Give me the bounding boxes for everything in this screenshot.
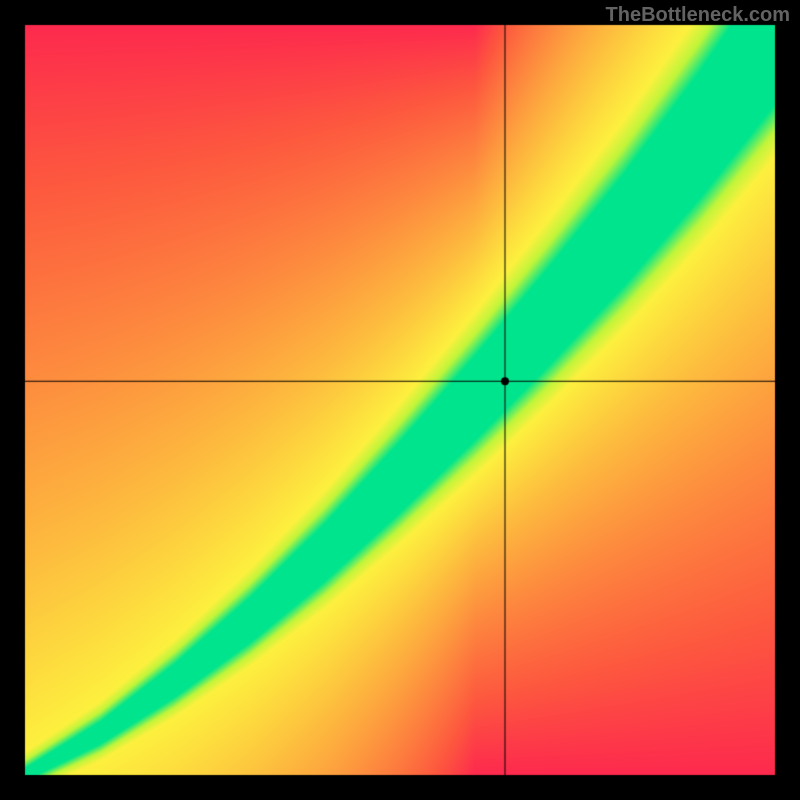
chart-container: TheBottleneck.com (0, 0, 800, 800)
watermark-text: TheBottleneck.com (606, 4, 790, 27)
heatmap-canvas (0, 0, 800, 800)
